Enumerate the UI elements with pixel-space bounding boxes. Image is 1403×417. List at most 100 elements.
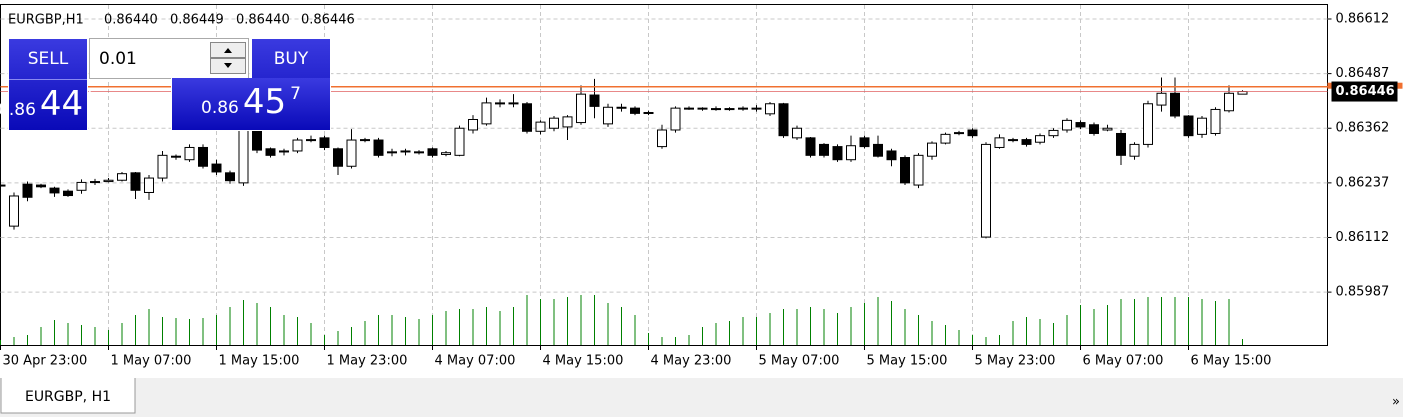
candle-body bbox=[765, 103, 775, 115]
lot-box[interactable]: 0.01 bbox=[89, 38, 249, 79]
candle-body bbox=[76, 181, 87, 191]
candle-body bbox=[414, 151, 424, 154]
y-tick-label: 0.86112 bbox=[1336, 230, 1390, 245]
buy-price: 0.86 45 7 bbox=[172, 78, 330, 134]
y-tick-label: 0.85987 bbox=[1336, 285, 1390, 300]
price-small: 7 bbox=[290, 84, 301, 104]
sell-button[interactable]: SELL 0.86 44 6 bbox=[0, 38, 98, 131]
x-tick-label: 4 May 07:00 bbox=[435, 354, 516, 369]
candle-body bbox=[981, 143, 991, 238]
spin-arrows bbox=[224, 48, 232, 68]
candle-body bbox=[454, 127, 465, 156]
candle-body bbox=[117, 173, 127, 181]
ohlc-close: 0.86446 bbox=[301, 13, 355, 28]
candle-body bbox=[265, 148, 276, 156]
y-tick-label: 0.86612 bbox=[1336, 11, 1390, 26]
sell-label: SELL bbox=[9, 39, 87, 80]
candle-body bbox=[400, 150, 411, 153]
price-small: 6 bbox=[87, 86, 98, 106]
candle-body bbox=[441, 152, 451, 155]
candle-body bbox=[144, 177, 154, 193]
candle-body bbox=[184, 146, 195, 161]
y-tick-label: 0.86487 bbox=[1336, 66, 1390, 81]
candle-body bbox=[697, 107, 708, 110]
candle-body bbox=[643, 112, 654, 115]
candle-body bbox=[36, 184, 46, 188]
candle-body bbox=[994, 137, 1005, 148]
candle-body bbox=[333, 148, 343, 167]
candle-body bbox=[778, 103, 789, 137]
candle-body bbox=[1143, 103, 1153, 145]
tab-bar bbox=[0, 378, 1403, 417]
x-tick-label: 4 May 23:00 bbox=[651, 354, 732, 369]
candle-body bbox=[1089, 124, 1099, 134]
candle-body bbox=[427, 148, 438, 156]
x-tick-label: 5 May 15:00 bbox=[867, 354, 948, 369]
candle-body bbox=[549, 117, 559, 129]
spinner[interactable] bbox=[210, 42, 246, 74]
candle-body bbox=[1008, 139, 1018, 142]
candle-body bbox=[1102, 127, 1113, 131]
symbol: EURGBP,H1 bbox=[8, 13, 84, 28]
tab-label[interactable]: EURGBP, H1 bbox=[25, 389, 111, 405]
candle-body bbox=[1035, 135, 1045, 143]
ohlc-high: 0.86449 bbox=[170, 13, 224, 28]
candle-body bbox=[157, 154, 168, 179]
price-prefix: 0.86 bbox=[0, 100, 36, 120]
candle-body bbox=[886, 150, 897, 161]
candle-body bbox=[522, 103, 532, 132]
candle-body bbox=[508, 102, 519, 105]
candle-body bbox=[22, 183, 33, 198]
candle-body bbox=[967, 129, 978, 137]
x-tick-label: 6 May 07:00 bbox=[1083, 354, 1164, 369]
candle-body bbox=[346, 139, 357, 167]
price-tag bbox=[1331, 81, 1398, 102]
candle-body bbox=[832, 146, 843, 161]
candle-body bbox=[373, 139, 384, 156]
candle-body bbox=[562, 116, 573, 128]
candle-body bbox=[792, 127, 802, 139]
candle-body bbox=[900, 157, 910, 184]
candle-body bbox=[670, 107, 681, 131]
candle-body bbox=[211, 163, 222, 173]
ohlc-open: 0.86440 bbox=[104, 13, 158, 28]
x-tick-label: 30 Apr 23:00 bbox=[3, 354, 88, 369]
ohlc-low: 0.86440 bbox=[236, 13, 290, 28]
candle-body bbox=[1224, 92, 1234, 112]
candle-body bbox=[1116, 132, 1126, 156]
candle-body bbox=[589, 94, 600, 107]
candle-body bbox=[846, 145, 856, 161]
candle-body bbox=[238, 127, 249, 184]
candle-body bbox=[616, 106, 627, 109]
price-prefix: 0.86 bbox=[201, 98, 239, 118]
candle-body bbox=[711, 108, 721, 111]
x-tick-label: 6 May 15:00 bbox=[1191, 354, 1272, 369]
candle-body bbox=[279, 150, 289, 153]
candle-body bbox=[63, 190, 73, 197]
candle-body bbox=[940, 133, 951, 144]
candle-body bbox=[49, 187, 60, 194]
candle-body bbox=[130, 172, 141, 191]
candle-body bbox=[1197, 117, 1207, 135]
candle-body bbox=[387, 151, 397, 154]
buy-price-box[interactable]: 0.86 45 7 bbox=[171, 78, 331, 131]
tab[interactable] bbox=[0, 378, 136, 414]
candle-body bbox=[319, 137, 330, 148]
candle-body bbox=[913, 154, 924, 186]
x-tick-label: 1 May 15:00 bbox=[219, 354, 300, 369]
y-tick-label: 0.86237 bbox=[1336, 175, 1390, 190]
candle-body bbox=[724, 108, 735, 111]
sell-price: 0.86 44 6 bbox=[0, 80, 98, 136]
candle-body bbox=[954, 132, 964, 135]
candle-body bbox=[576, 93, 586, 124]
candle-body bbox=[1021, 139, 1032, 145]
candle-body bbox=[225, 172, 235, 182]
scroll-more[interactable]: » bbox=[1392, 395, 1400, 410]
candle-body bbox=[1075, 122, 1086, 128]
candle-body bbox=[468, 118, 478, 131]
candle-body bbox=[360, 139, 370, 142]
candle-body bbox=[630, 107, 640, 114]
candle-body bbox=[927, 142, 937, 157]
lot-value[interactable]: 0.01 bbox=[99, 49, 137, 69]
